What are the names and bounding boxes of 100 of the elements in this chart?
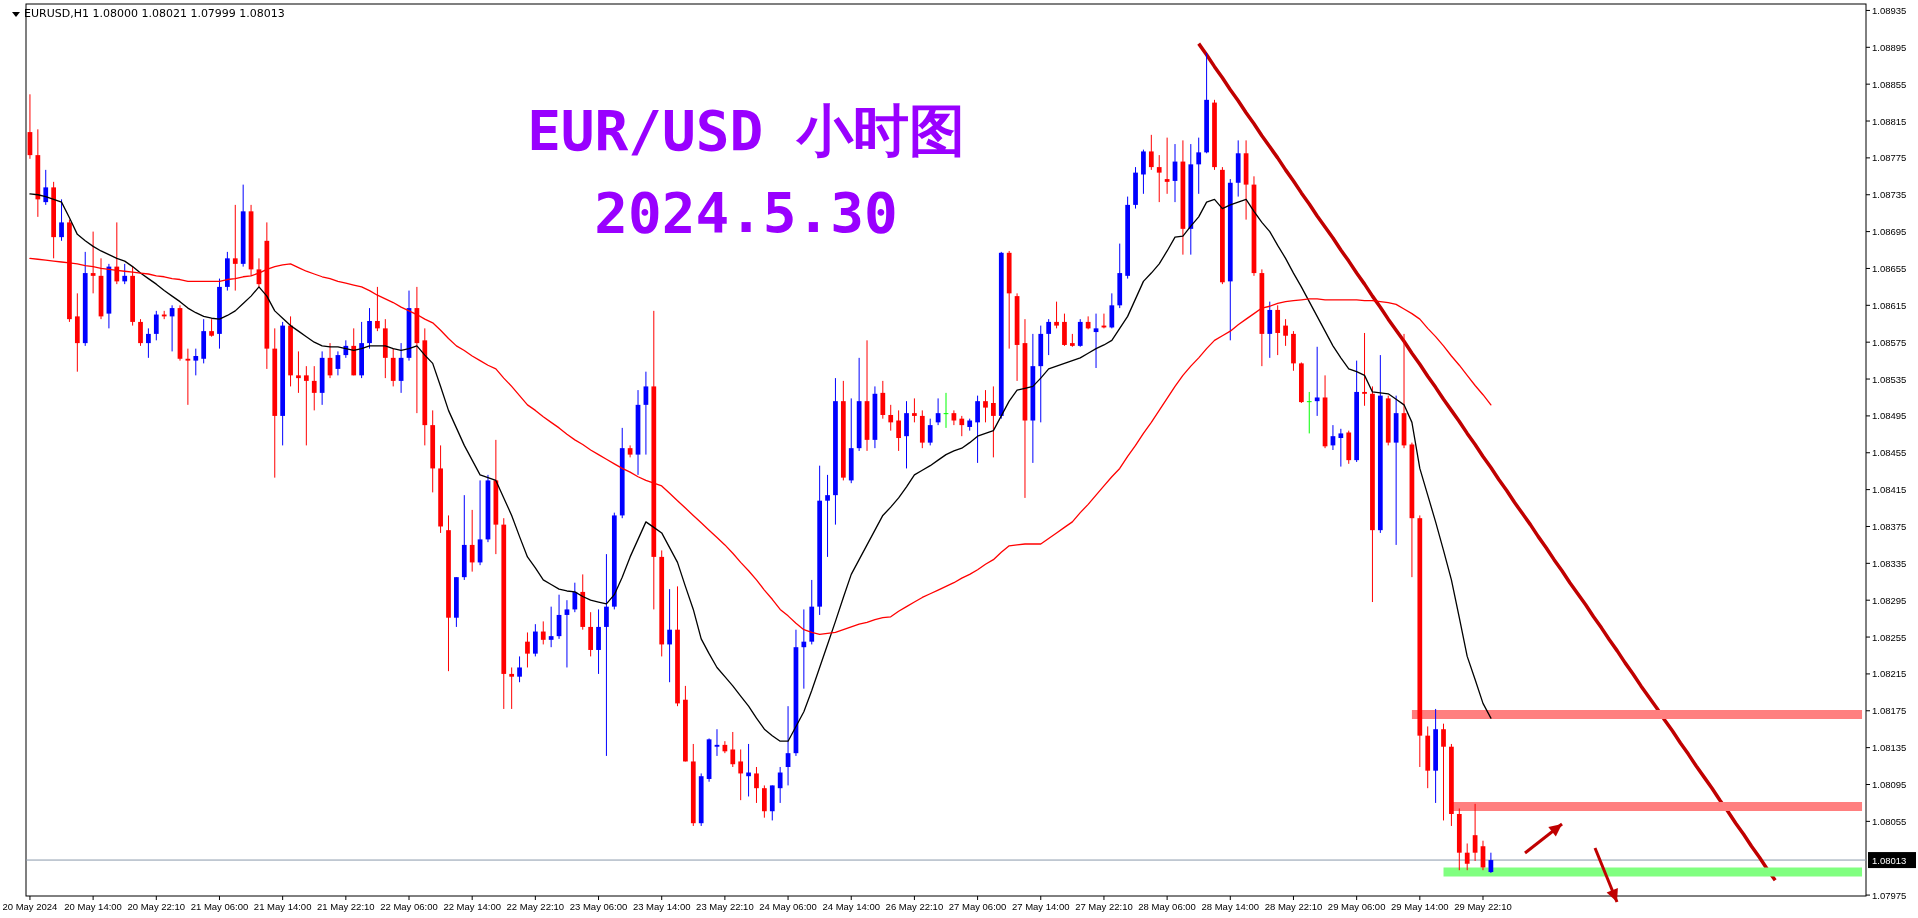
candlestick	[390, 348, 396, 387]
candlestick	[59, 198, 64, 242]
candlestick	[927, 418, 933, 446]
candlestick	[296, 350, 301, 394]
candlestick	[303, 365, 309, 446]
y-tick-label: 1.08335	[1872, 557, 1907, 569]
y-tick-label: 1.08695	[1872, 226, 1907, 238]
candlestick	[1148, 134, 1154, 171]
text: 2024.5.30	[594, 180, 898, 245]
candlestick	[1441, 723, 1446, 821]
candlestick	[1077, 318, 1083, 348]
y-tick-label: 1.07975	[1872, 889, 1907, 901]
y-tick-label: 1.08375	[1872, 520, 1907, 532]
candlestick	[1314, 346, 1320, 417]
candlestick	[880, 380, 886, 420]
candlestick	[1141, 149, 1146, 195]
candlestick	[153, 310, 159, 341]
candlestick	[801, 608, 807, 690]
y-tick-label: 1.08175	[1872, 705, 1907, 717]
ref-line-label: 1.08013	[1872, 854, 1907, 866]
candlestick	[1275, 304, 1281, 356]
candlestick	[375, 286, 380, 332]
x-tick-label: 28 May 14:00	[1201, 901, 1260, 912]
y-tick-label: 1.08575	[1872, 336, 1907, 348]
candlestick	[888, 404, 894, 432]
candlestick	[43, 169, 49, 206]
candlestick	[975, 395, 980, 464]
candlestick	[367, 307, 372, 350]
x-tick-label: 22 May 06:00	[380, 901, 438, 912]
candlestick	[1362, 332, 1367, 407]
x-tick-label: 21 May 06:00	[190, 901, 249, 912]
y-tick-label: 1.08935	[1872, 4, 1907, 16]
y-tick-label: 1.08215	[1872, 668, 1907, 680]
y-tick-label: 1.08255	[1872, 631, 1907, 643]
candlestick	[540, 620, 546, 645]
candlestick	[1464, 842, 1470, 871]
candlestick	[525, 631, 530, 668]
x-tick-label: 27 May 06:00	[948, 901, 1007, 912]
x-tick-label: 27 May 22:10	[1075, 901, 1133, 912]
candlestick	[1093, 313, 1099, 369]
candlestick	[122, 263, 128, 285]
candlestick	[564, 599, 570, 668]
y-tick-label: 1.08815	[1872, 115, 1907, 127]
candlestick	[1156, 154, 1162, 203]
x-tick-label: 22 May 14:00	[443, 901, 501, 912]
candlestick	[469, 509, 475, 573]
candlestick	[572, 582, 578, 613]
candlestick	[1062, 313, 1067, 347]
text: EUR/USD 小时图	[527, 98, 965, 163]
candlestick	[904, 400, 909, 469]
candlestick	[896, 409, 901, 452]
y-tick-label: 1.08495	[1872, 410, 1907, 422]
candlestick	[1306, 391, 1312, 434]
candlestick	[509, 666, 515, 710]
candlestick	[1109, 292, 1115, 329]
y-tick-label: 1.08055	[1872, 815, 1907, 827]
annotation: EURUSD,H1 1.08000 1.08021 1.07999 1.08013	[24, 7, 285, 20]
x-tick-label: 20 May 14:00	[64, 901, 122, 912]
candlestick	[738, 748, 744, 801]
candlestick	[951, 409, 957, 426]
candlestick	[825, 474, 830, 558]
y-tick-label: 1.08775	[1872, 152, 1907, 164]
y-tick-label: 1.08415	[1872, 484, 1907, 496]
y-tick-label: 1.08135	[1872, 742, 1907, 754]
candlestick	[517, 655, 522, 683]
y-tick-label: 1.08735	[1872, 189, 1907, 201]
candlestick	[730, 731, 736, 768]
candlestick	[1054, 301, 1059, 329]
x-tick-label: 28 May 06:00	[1138, 901, 1196, 912]
candlestick	[532, 623, 538, 657]
y-tick-label: 1.08535	[1872, 373, 1907, 385]
candlestick	[138, 318, 143, 347]
candlestick	[311, 365, 317, 411]
x-tick-label: 22 May 22:10	[506, 901, 565, 912]
y-tick-label: 1.08655	[1872, 262, 1907, 274]
x-tick-label: 24 May 14:00	[822, 901, 881, 912]
x-tick-label: 23 May 14:00	[632, 901, 691, 912]
x-tick-label: 20 May 2024	[2, 901, 58, 912]
x-tick-label: 29 May 06:00	[1327, 901, 1386, 912]
candlestick	[1164, 137, 1170, 195]
candlestick	[1267, 301, 1273, 359]
x-tick-label: 21 May 22:10	[317, 901, 375, 912]
candlestick	[754, 766, 759, 804]
candlestick	[991, 385, 996, 458]
y-tick-label: 1.08455	[1872, 447, 1907, 459]
candlestick	[1338, 428, 1344, 468]
x-tick-label: 23 May 22:10	[696, 901, 754, 912]
candlestick	[146, 327, 151, 359]
y-tick-label: 1.08855	[1872, 78, 1907, 90]
y-tick-label: 1.08295	[1872, 594, 1907, 606]
candlestick	[959, 415, 965, 437]
candlestick	[912, 397, 917, 423]
candlestick	[1283, 318, 1288, 347]
x-tick-label: 21 May 14:00	[253, 901, 312, 912]
x-tick-label: 29 May 14:00	[1391, 901, 1449, 912]
candlestick	[762, 784, 767, 819]
x-tick-label: 29 May 22:10	[1454, 901, 1512, 912]
line-series	[1196, 41, 1777, 883]
x-tick-label: 20 May 22:10	[127, 901, 186, 912]
x-tick-label: 23 May 06:00	[569, 901, 628, 912]
